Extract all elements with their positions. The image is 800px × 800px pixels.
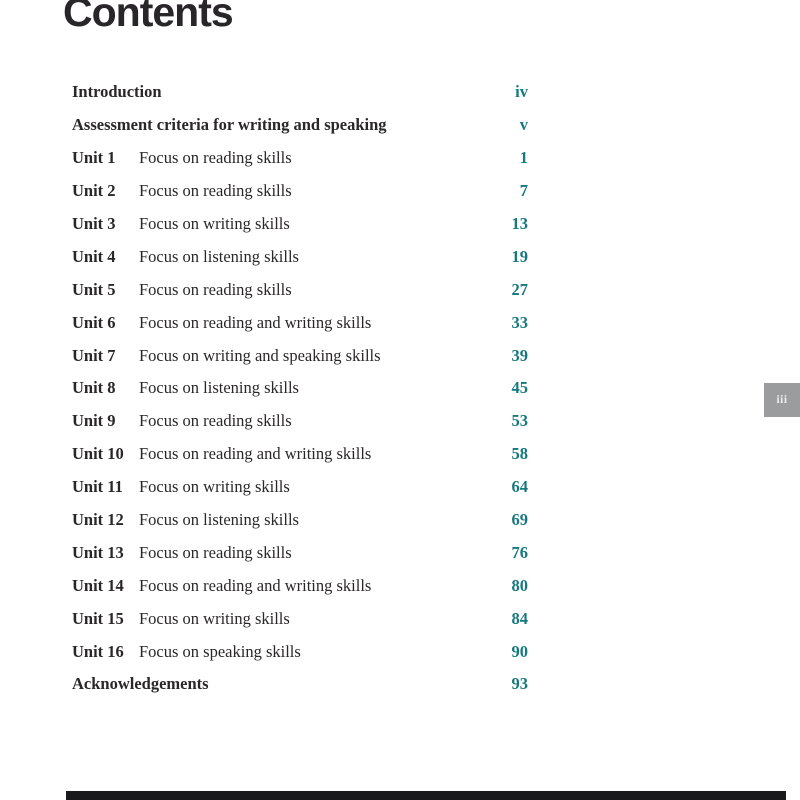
toc-entry-description: Focus on writing and speaking skills (139, 345, 381, 365)
toc-entry-label: Unit 13 (72, 542, 124, 562)
toc-entry-label: Unit 4 (72, 246, 116, 266)
toc-row: Introduction iv (72, 76, 528, 109)
toc-entry-label: Unit 12 (72, 510, 124, 530)
toc-entry-description: Focus on writing skills (139, 608, 290, 628)
toc-entry-label: Unit 11 (72, 477, 123, 497)
toc-entry-page-number: 39 (511, 345, 529, 365)
toc-entry-description: Focus on writing skills (139, 477, 290, 497)
toc-entry-label: Unit 3 (72, 214, 116, 233)
toc-row: Acknowledgements 93 (72, 668, 528, 701)
toc-row: Unit 16 Focus on speaking skills 90 (72, 635, 528, 668)
toc-row: Unit 2 Focus on reading skills 7 (72, 175, 528, 208)
toc-entry-description: Focus on writing skills (139, 214, 290, 233)
toc-row: Unit 8 Focus on listening skills 45 (72, 372, 528, 405)
toc-entry-page-number: 7 (519, 181, 528, 201)
toc-entry-page-number: 93 (511, 674, 529, 694)
toc-entry-description: Focus on reading skills (139, 411, 292, 431)
toc-row: Unit 12 Focus on listening skills 69 (72, 504, 528, 537)
toc-entry-label: Unit 5 (72, 279, 116, 299)
toc-entry-label: Unit 2 (72, 181, 116, 201)
toc-entry-description: Focus on reading and writing skills (139, 575, 372, 595)
toc-entry-page-number: 33 (511, 312, 529, 332)
toc-row: Assessment criteria for writing and spea… (72, 109, 528, 142)
toc-entry-description: Focus on reading and writing skills (139, 312, 372, 332)
toc-row: Unit 6 Focus on reading and writing skill… (72, 306, 528, 339)
toc-entry-page-number: 45 (511, 378, 529, 398)
toc-entry-page-number: v (519, 115, 528, 135)
toc-entry-label: Introduction (72, 82, 162, 102)
toc-row: Unit 9 Focus on reading skills 53 (72, 405, 528, 438)
toc-entry-label: Assessment criteria for writing and spea… (72, 115, 387, 135)
toc-entry-page-number: iv (515, 82, 528, 102)
toc-entry-page-number: 64 (511, 477, 529, 497)
toc-row: Unit 13 Focus on reading skills 76 (72, 536, 528, 569)
toc-row: Unit 4 Focus on listening skills 19 (72, 240, 528, 273)
toc-entry-description: Focus on reading skills (139, 148, 292, 168)
toc-entry-label: Unit 9 (72, 411, 116, 431)
page-number-tab: iii (764, 383, 800, 417)
toc-entry-description: Focus on reading skills (139, 279, 292, 299)
toc-entry-label: Unit 14 (72, 575, 124, 595)
toc-entry-description: Focus on listening skills (139, 246, 299, 266)
toc-entry-page-number: 69 (511, 510, 529, 530)
toc-entry-description: Focus on reading skills (139, 542, 292, 562)
toc-entry-page-number: 80 (511, 575, 529, 595)
toc-entry-page-number: 76 (511, 542, 529, 562)
toc-row: Unit 1 Focus on reading skills 1 (72, 142, 528, 175)
toc-row: Unit 11 Focus on writing skills 64 (72, 471, 528, 504)
toc-entry-page-number: 1 (519, 148, 528, 168)
toc-entry-page-number: 13 (511, 214, 529, 233)
toc-entry-page-number: 19 (511, 246, 529, 266)
toc-row: Unit 10 Focus on reading and writing skil… (72, 438, 528, 471)
toc-entry-label: Unit 7 (72, 345, 116, 365)
toc-entry-label: Acknowledgements (72, 674, 209, 694)
toc-entry-description: Focus on reading and writing skills (139, 444, 372, 464)
toc-entry-description: Focus on listening skills (139, 510, 299, 530)
footer-bar (66, 791, 786, 800)
toc-entry-page-number: 90 (511, 641, 529, 661)
page-title: Contents (63, 0, 234, 35)
toc-entry-label: Unit 16 (72, 641, 124, 661)
toc-entry-label: Unit 15 (72, 608, 124, 628)
page-number-tab-label: iii (776, 394, 788, 406)
toc-entry-description: Focus on reading skills (139, 181, 292, 201)
toc-row: Unit 15 Focus on writing skills 84 (72, 602, 528, 635)
toc-entry-page-number: 53 (511, 411, 529, 431)
toc-entry-label: Unit 10 (72, 444, 124, 464)
toc-entry-label: Unit 6 (72, 312, 116, 332)
toc-entry-description: Focus on speaking skills (139, 641, 301, 661)
toc-row: Unit 5 Focus on reading skills 27 (72, 273, 528, 306)
toc-row: Unit 14 Focus on reading and writing skil… (72, 569, 528, 602)
toc-row: Unit 7 Focus on writing and speaking skil… (72, 339, 528, 372)
toc-list: Introduction iv Assessment criteria for wr… (72, 76, 528, 701)
toc-entry-page-number: 27 (511, 279, 529, 299)
toc-row: Unit 3 Focus on writing skills 13 (72, 208, 528, 241)
toc-entry-label: Unit 8 (72, 378, 116, 398)
toc-entry-page-number: 84 (511, 608, 529, 628)
toc-entry-label: Unit 1 (72, 148, 116, 168)
toc-entry-page-number: 58 (511, 444, 529, 464)
toc-entry-description: Focus on listening skills (139, 378, 299, 398)
